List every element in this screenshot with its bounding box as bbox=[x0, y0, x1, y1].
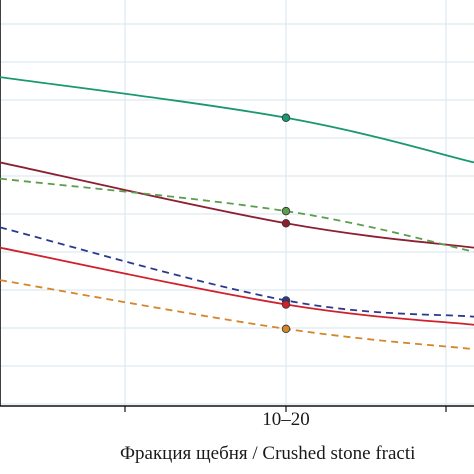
marker-layer bbox=[281, 113, 291, 334]
series-line-5 bbox=[0, 246, 474, 326]
series-line-2 bbox=[0, 161, 474, 249]
series-line-6 bbox=[0, 279, 474, 351]
series-point-2 bbox=[281, 219, 291, 228]
series-line-3 bbox=[0, 177, 474, 253]
series-point-5 bbox=[281, 300, 291, 309]
series-point-6 bbox=[281, 324, 291, 334]
grid bbox=[0, 0, 474, 412]
series-point-1 bbox=[281, 113, 291, 122]
series-line-1 bbox=[0, 76, 474, 164]
series-layer bbox=[0, 76, 474, 351]
x-tick-label: 10–20 bbox=[262, 409, 310, 430]
series-point-3 bbox=[281, 206, 291, 216]
series-line-4 bbox=[0, 226, 474, 318]
x-axis-label: Фракция щебня / Crushed stone fracti bbox=[120, 443, 415, 464]
